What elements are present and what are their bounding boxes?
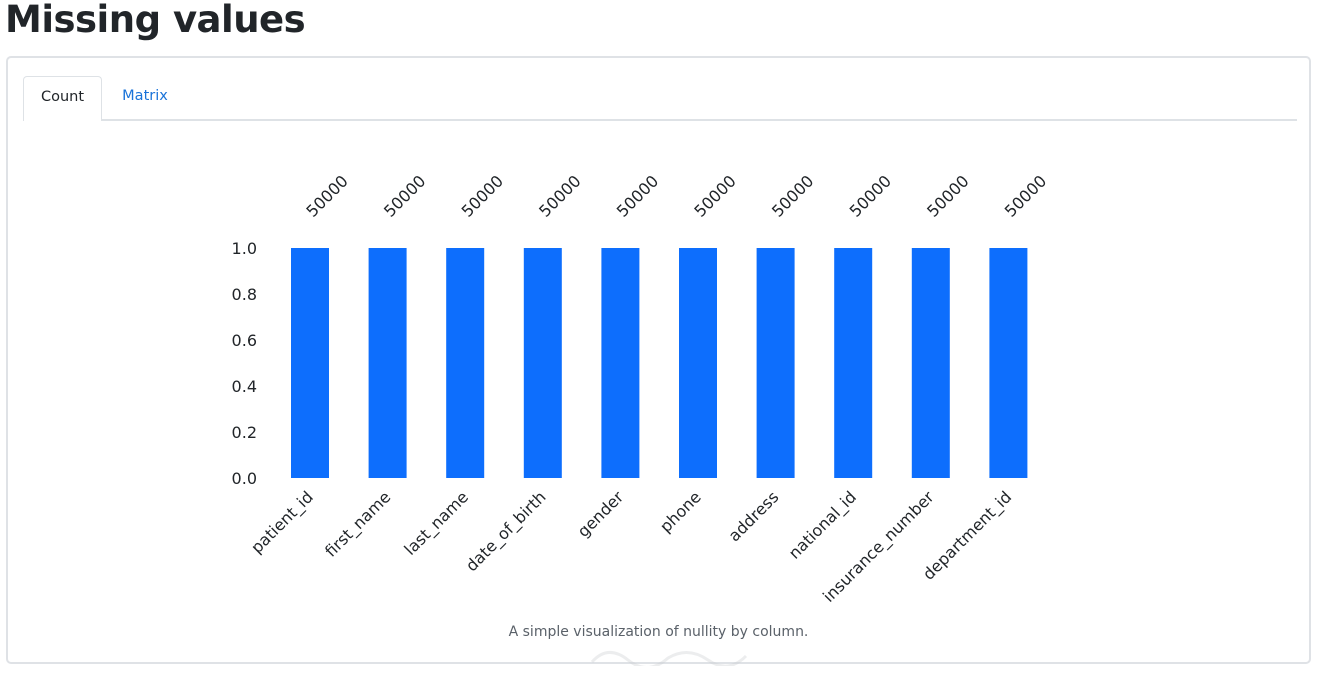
y-tick-label: 0.8 (232, 285, 257, 304)
bar-last_name (446, 248, 485, 478)
y-axis: 0.0 0.2 0.4 0.6 0.8 1.0 (232, 239, 257, 488)
bar-address (756, 248, 795, 478)
x-tick-label: date_of_birth (462, 487, 550, 575)
x-tick-label: first_name (321, 487, 395, 561)
bar-series (291, 248, 1028, 478)
x-tick-label: gender (574, 487, 628, 541)
x-tick-label: address (725, 487, 783, 545)
count-label: 50000 (302, 171, 351, 220)
bar-patient_id (291, 248, 329, 478)
x-axis: patient_id first_name last_namedate_of_bir… (247, 487, 1016, 607)
x-tick-label: last_name (400, 487, 472, 559)
count-label: 50000 (613, 171, 662, 220)
bar-gender (601, 248, 640, 478)
count-labels: 50000 50000 50000 50000 50000 50000 50000 50000… (302, 171, 1050, 220)
count-label: 50000 (535, 171, 584, 220)
count-label: 50000 (923, 171, 972, 220)
count-label: 50000 (768, 171, 817, 220)
x-tick-label: phone (656, 487, 705, 536)
nullity-bar-chart: 0.00.20.40.60.81.0 50000 50000 50000 50000 5… (232, 171, 1051, 607)
y-tick-label: 0.4 (232, 377, 257, 396)
tab-bar: Count Matrix (23, 76, 1297, 121)
count-label: 50000 (380, 171, 429, 220)
bar-national_id (834, 248, 873, 478)
watermark-logo (590, 651, 748, 666)
y-tick-label: 0.6 (232, 331, 257, 350)
page-title: Missing values (5, 0, 306, 41)
y-tick-label: 1.0 (232, 239, 257, 258)
missing-values-card: Count Matrix 0.0 0.2 0.4 0.6 0.8 1.0 50000 500… (6, 56, 1311, 664)
bar-department_id (989, 248, 1028, 478)
bar-insurance_number (911, 248, 950, 478)
bar-first_name (368, 248, 407, 478)
count-label: 50000 (690, 171, 739, 220)
x-tick-label: national_id (785, 487, 861, 563)
bar-phone (679, 248, 717, 478)
tab-count[interactable]: Count (23, 76, 102, 121)
bar-date_of_birth (523, 248, 562, 478)
y-tick-label: 0.2 (232, 423, 257, 442)
x-tick-label: patient_id (247, 487, 317, 557)
tab-matrix[interactable]: Matrix (122, 88, 168, 104)
count-label: 50000 (1001, 171, 1050, 220)
count-label: 50000 (458, 171, 507, 220)
y-tick-label: 0.0 (232, 469, 257, 488)
chart-caption: A simple visualization of nullity by col… (508, 624, 809, 640)
count-label: 50000 (846, 171, 895, 220)
